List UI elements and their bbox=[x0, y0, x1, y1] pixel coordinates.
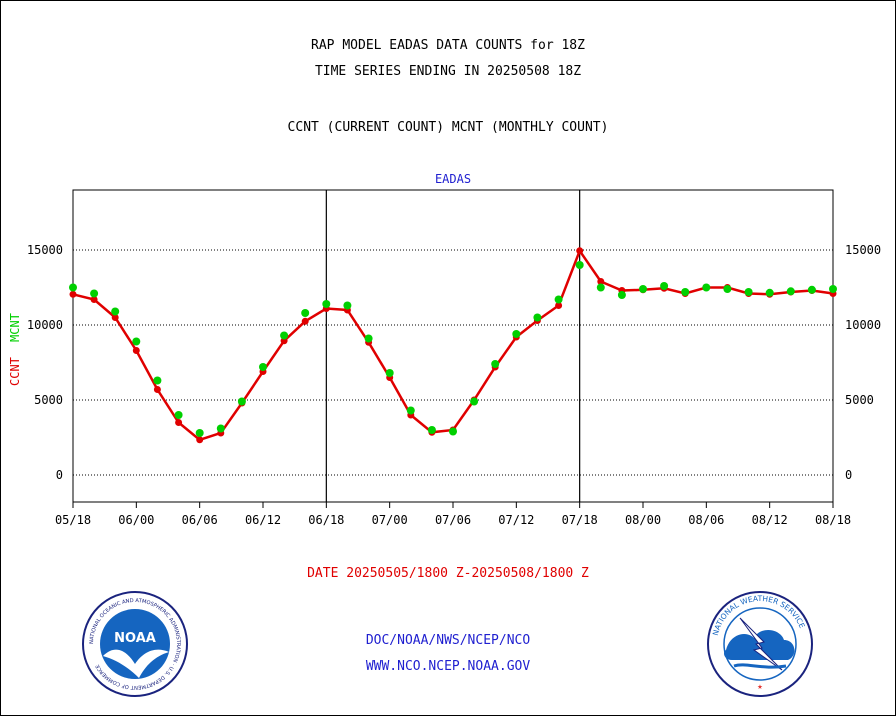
y-tick-label-right: 5000 bbox=[845, 393, 874, 407]
data-point-mcnt bbox=[470, 397, 479, 406]
x-tick-label: 06/06 bbox=[182, 513, 218, 527]
url-text: WWW.NCO.NCEP.NOAA.GOV bbox=[365, 659, 531, 674]
data-point-ccnt bbox=[69, 290, 77, 298]
data-point-mcnt bbox=[765, 288, 774, 297]
x-tick-label: 08/00 bbox=[625, 513, 661, 527]
data-point-mcnt bbox=[786, 287, 795, 296]
data-point-mcnt bbox=[343, 301, 352, 310]
data-point-mcnt bbox=[69, 283, 77, 292]
data-point-ccnt bbox=[597, 278, 605, 285]
nws-lightning-icon bbox=[739, 617, 783, 671]
data-point-mcnt bbox=[449, 427, 457, 436]
data-point-mcnt bbox=[259, 363, 267, 371]
nws-wave-icon bbox=[733, 663, 787, 669]
data-point-mcnt bbox=[744, 288, 753, 296]
chart-title-line2: TIME SERIES ENDING IN 20250508 18Z bbox=[314, 64, 582, 79]
data-point-mcnt bbox=[364, 334, 373, 343]
noaa-bird-icon bbox=[103, 649, 169, 678]
data-point-mcnt bbox=[90, 289, 99, 298]
data-point-mcnt bbox=[132, 337, 141, 346]
data-point-mcnt bbox=[554, 295, 563, 304]
nws-logo: ★ NATIONAL WEATHER SERVICE bbox=[707, 591, 813, 697]
data-point-ccnt bbox=[132, 347, 140, 354]
data-point-mcnt bbox=[174, 411, 183, 419]
chart-title-line1: RAP MODEL EADAS DATA COUNTS for 18Z bbox=[311, 38, 585, 53]
series-line-ccnt bbox=[72, 248, 834, 442]
noaa-logo-text: NOAA bbox=[114, 631, 156, 646]
x-tick-label: 08/12 bbox=[752, 513, 788, 527]
data-point-ccnt bbox=[111, 314, 119, 321]
y-axis-label-mcnt: MCNT bbox=[8, 313, 22, 342]
x-tick-label: 08/06 bbox=[688, 513, 724, 527]
x-tick-label: 06/00 bbox=[118, 513, 154, 527]
data-point-mcnt bbox=[216, 424, 225, 433]
plot-title: EADAS bbox=[435, 172, 471, 186]
data-point-mcnt bbox=[639, 285, 647, 293]
x-tick-label: 06/12 bbox=[245, 513, 281, 527]
plot-border bbox=[72, 189, 834, 503]
y-tick-label-left: 10000 bbox=[27, 318, 63, 332]
data-point-mcnt bbox=[660, 282, 669, 290]
noaa-logo: NATIONAL OCEANIC AND ATMOSPHERIC ADMINIS… bbox=[82, 591, 188, 697]
y-tick-label-right: 0 bbox=[845, 468, 852, 482]
data-point-mcnt bbox=[385, 369, 394, 377]
x-tick-label: 07/18 bbox=[562, 513, 598, 527]
data-point-mcnt bbox=[702, 283, 711, 292]
data-point-ccnt bbox=[196, 436, 204, 444]
data-point-mcnt bbox=[427, 426, 436, 434]
data-point-ccnt bbox=[555, 302, 563, 309]
nws-star-icon: ★ bbox=[757, 682, 763, 692]
data-point-mcnt bbox=[322, 300, 331, 308]
y-tick-label-right: 10000 bbox=[845, 318, 881, 332]
x-tick-label: 07/00 bbox=[372, 513, 408, 527]
data-point-ccnt bbox=[301, 317, 309, 325]
y-tick-label-left: 5000 bbox=[34, 393, 63, 407]
data-point-ccnt bbox=[90, 296, 98, 303]
data-point-mcnt bbox=[617, 291, 626, 299]
data-point-mcnt bbox=[533, 313, 542, 322]
y-tick-label-left: 0 bbox=[56, 468, 63, 482]
data-point-mcnt bbox=[153, 376, 162, 385]
data-point-mcnt bbox=[807, 285, 816, 294]
data-point-mcnt bbox=[237, 397, 246, 406]
x-tick-label: 05/18 bbox=[55, 513, 91, 527]
date-range: DATE 20250505/1800 Z-20250508/1800 Z bbox=[307, 566, 589, 581]
x-tick-label: 07/12 bbox=[498, 513, 534, 527]
data-point-mcnt bbox=[406, 406, 415, 415]
data-point-mcnt bbox=[829, 285, 837, 293]
x-tick-label: 07/06 bbox=[435, 513, 471, 527]
data-point-mcnt bbox=[195, 429, 204, 437]
data-point-mcnt bbox=[491, 360, 500, 368]
data-point-mcnt bbox=[512, 330, 521, 338]
data-point-mcnt bbox=[723, 285, 732, 293]
org-text: DOC/NOAA/NWS/NCEP/NCO bbox=[365, 633, 531, 648]
data-point-mcnt bbox=[280, 331, 289, 340]
y-tick-label-right: 15000 bbox=[845, 243, 881, 257]
x-tick-label: 08/18 bbox=[815, 513, 851, 527]
y-axis-label-ccnt: CCNT bbox=[8, 357, 22, 386]
data-point-mcnt bbox=[111, 307, 120, 316]
data-point-ccnt bbox=[153, 386, 161, 393]
data-point-ccnt bbox=[576, 247, 584, 255]
chart-title-line3: CCNT (CURRENT COUNT) MCNT (MONTHLY COUNT… bbox=[287, 120, 609, 135]
data-point-mcnt bbox=[575, 261, 584, 269]
y-tick-label-left: 15000 bbox=[27, 243, 63, 257]
data-point-mcnt bbox=[596, 283, 605, 292]
x-tick-label: 06/18 bbox=[308, 513, 344, 527]
data-point-mcnt bbox=[301, 309, 310, 317]
data-point-mcnt bbox=[681, 288, 690, 296]
data-point-ccnt bbox=[175, 419, 183, 426]
